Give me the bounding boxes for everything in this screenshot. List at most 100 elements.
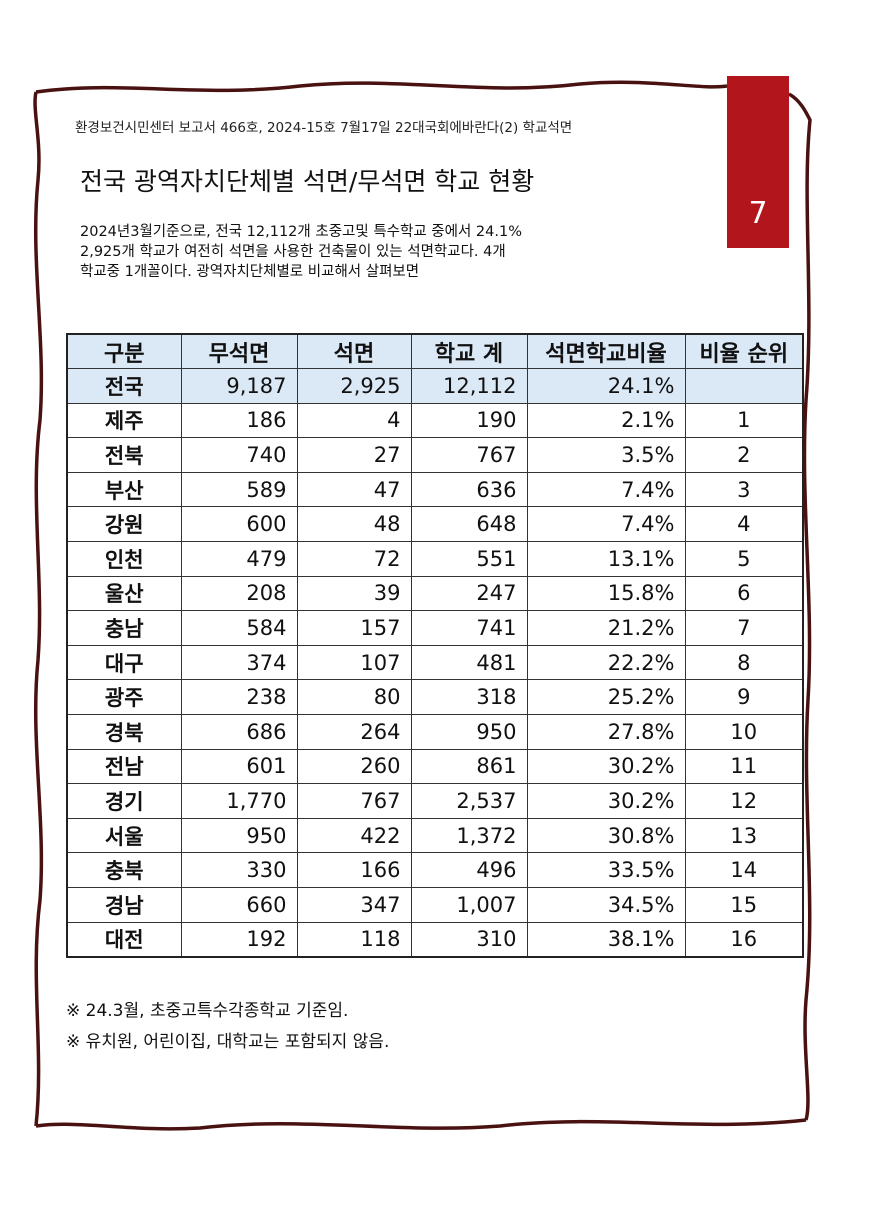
table-cell: 27.8% xyxy=(526,714,686,750)
table-cell: 8 xyxy=(684,644,804,681)
table-cell: 14 xyxy=(684,852,804,888)
table-cell: 496 xyxy=(410,852,528,888)
table-cell: 648 xyxy=(410,506,528,543)
table-cell: 9,187 xyxy=(180,368,298,404)
table-cell: 5 xyxy=(684,541,804,577)
table-cell: 7.4% xyxy=(526,471,686,508)
table-row: 울산 208 39 247 15.8% 6 xyxy=(66,575,804,612)
table-cell: 479 xyxy=(180,541,298,577)
table-cell: 3.5% xyxy=(526,437,686,473)
column-header: 무석면 xyxy=(180,333,298,370)
table-row: 제주 186 4 190 2.1% 1 xyxy=(66,402,804,439)
region-cell: 강원 xyxy=(66,506,182,543)
column-header: 석면학교비율 xyxy=(526,333,686,370)
table-cell: 600 xyxy=(180,506,298,543)
intro-paragraph: 2024년3월기준으로, 전국 12,112개 초중고및 특수학교 중에서 24… xyxy=(80,222,640,282)
table-cell: 72 xyxy=(296,541,412,577)
table-cell: 12 xyxy=(684,783,804,819)
region-cell: 전북 xyxy=(66,437,182,473)
table-cell: 6 xyxy=(684,575,804,612)
table-header-row: 구분 무석면 석면 학교 계 석면학교비율 비율 순위 xyxy=(66,333,804,370)
table-cell: 264 xyxy=(296,714,412,750)
table-cell: 741 xyxy=(410,610,528,646)
region-cell: 경남 xyxy=(66,887,182,923)
table-cell: 80 xyxy=(296,679,412,716)
table-cell: 260 xyxy=(296,748,412,785)
table-row: 서울 950 422 1,372 30.8% 13 xyxy=(66,817,804,854)
table-cell: 107 xyxy=(296,644,412,681)
region-cell: 서울 xyxy=(66,817,182,854)
table-row: 부산 589 47 636 7.4% 3 xyxy=(66,471,804,508)
table-cell: 238 xyxy=(180,679,298,716)
school-asbestos-table: 구분 무석면 석면 학교 계 석면학교비율 비율 순위 전국 9,187 2,925… xyxy=(66,333,804,958)
table-cell: 2,537 xyxy=(410,783,528,819)
table-row: 광주 238 80 318 25.2% 9 xyxy=(66,679,804,716)
region-cell: 인천 xyxy=(66,541,182,577)
table-cell: 15.8% xyxy=(526,575,686,612)
table-total-row: 전국 9,187 2,925 12,112 24.1% xyxy=(66,368,804,404)
column-header: 석면 xyxy=(296,333,412,370)
table-cell: 47 xyxy=(296,471,412,508)
table-row: 충남 584 157 741 21.2% 7 xyxy=(66,610,804,646)
table-cell: 33.5% xyxy=(526,852,686,888)
table-cell: 11 xyxy=(684,748,804,785)
region-cell: 부산 xyxy=(66,471,182,508)
table-row: 대전 192 118 310 38.1% 16 xyxy=(66,921,804,958)
column-header: 비율 순위 xyxy=(684,333,804,370)
intro-line: 2024년3월기준으로, 전국 12,112개 초중고및 특수학교 중에서 24… xyxy=(80,224,522,240)
table-cell: 601 xyxy=(180,748,298,785)
table-cell: 551 xyxy=(410,541,528,577)
table-cell: 30.8% xyxy=(526,817,686,854)
table-cell: 13.1% xyxy=(526,541,686,577)
table-cell: 27 xyxy=(296,437,412,473)
table-cell: 48 xyxy=(296,506,412,543)
table-row: 경북 686 264 950 27.8% 10 xyxy=(66,714,804,750)
table-cell: 950 xyxy=(180,817,298,854)
table-cell: 190 xyxy=(410,402,528,439)
column-header: 학교 계 xyxy=(410,333,528,370)
table-cell: 13 xyxy=(684,817,804,854)
table-cell: 686 xyxy=(180,714,298,750)
table-cell: 660 xyxy=(180,887,298,923)
table-cell: 192 xyxy=(180,921,298,958)
region-cell: 광주 xyxy=(66,679,182,716)
table-cell: 12,112 xyxy=(410,368,528,404)
table-cell: 30.2% xyxy=(526,748,686,785)
intro-line: 2,925개 학교가 여전히 석면을 사용한 건축물이 있는 석면학교다. 4개 xyxy=(80,244,506,260)
table-cell: 38.1% xyxy=(526,921,686,958)
table-cell: 589 xyxy=(180,471,298,508)
table-cell: 34.5% xyxy=(526,887,686,923)
table-cell: 861 xyxy=(410,748,528,785)
table-cell xyxy=(684,368,804,404)
table-cell: 30.2% xyxy=(526,783,686,819)
footnote: ※ 24.3월, 초중고특수각종학교 기준임. xyxy=(66,1001,349,1021)
region-cell: 경기 xyxy=(66,783,182,819)
table-cell: 24.1% xyxy=(526,368,686,404)
table-cell: 186 xyxy=(180,402,298,439)
table-cell: 2 xyxy=(684,437,804,473)
table-cell: 16 xyxy=(684,921,804,958)
region-cell: 전남 xyxy=(66,748,182,785)
table-cell: 318 xyxy=(410,679,528,716)
table-cell: 118 xyxy=(296,921,412,958)
table-cell: 10 xyxy=(684,714,804,750)
table-cell: 950 xyxy=(410,714,528,750)
table-row: 경남 660 347 1,007 34.5% 15 xyxy=(66,887,804,923)
table-row: 경기 1,770 767 2,537 30.2% 12 xyxy=(66,783,804,819)
table-cell: 2,925 xyxy=(296,368,412,404)
column-header: 구분 xyxy=(66,333,182,370)
footnotes: ※ 24.3월, 초중고특수각종학교 기준임. ※ 유치원, 어린이집, 대학교… xyxy=(66,996,389,1058)
intro-line: 학교중 1개꼴이다. 광역자치단체별로 비교해서 살펴보면 xyxy=(80,264,420,280)
table-cell: 1 xyxy=(684,402,804,439)
table-cell: 166 xyxy=(296,852,412,888)
table-row: 인천 479 72 551 13.1% 5 xyxy=(66,541,804,577)
table-row: 강원 600 48 648 7.4% 4 xyxy=(66,506,804,543)
table-cell: 25.2% xyxy=(526,679,686,716)
table-cell: 767 xyxy=(410,437,528,473)
table-cell: 15 xyxy=(684,887,804,923)
table-cell: 22.2% xyxy=(526,644,686,681)
table-cell: 9 xyxy=(684,679,804,716)
table-cell: 7.4% xyxy=(526,506,686,543)
table-cell: 1,372 xyxy=(410,817,528,854)
